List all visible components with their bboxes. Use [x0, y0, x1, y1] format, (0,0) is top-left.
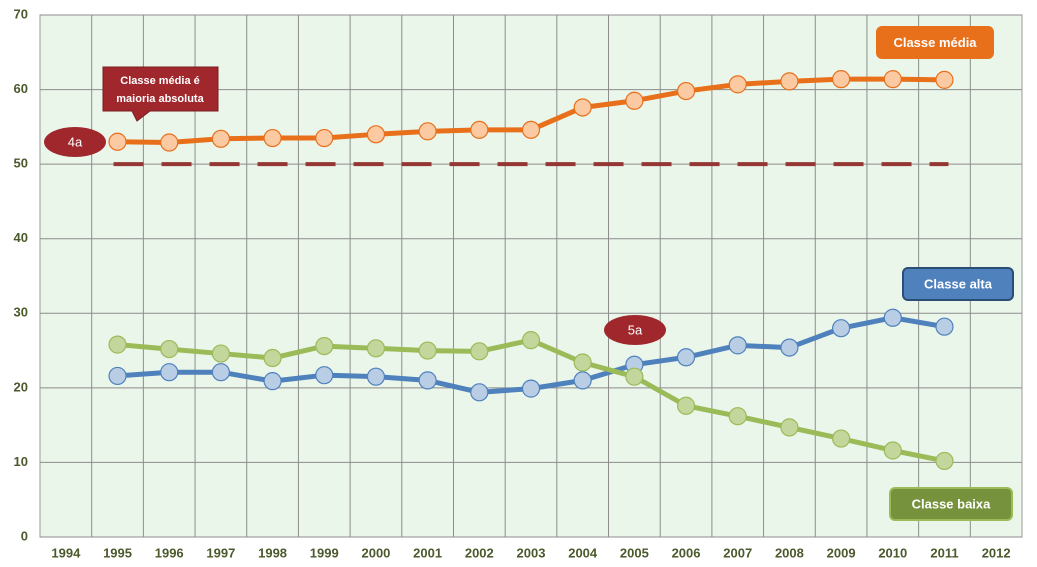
data-point — [470, 383, 489, 402]
data-point — [935, 317, 954, 336]
x-tick-label: 1998 — [258, 545, 287, 560]
data-point — [728, 336, 747, 355]
series-label: Classe alta — [924, 276, 993, 291]
data-point — [470, 342, 489, 361]
data-point — [521, 120, 541, 139]
data-point — [315, 366, 334, 385]
y-tick-label: 60 — [14, 81, 28, 96]
series-label: Classe baixa — [912, 496, 992, 511]
series-label-box — [876, 26, 994, 59]
data-point — [211, 129, 230, 148]
x-tick-label: 1995 — [103, 545, 132, 560]
data-point — [573, 98, 592, 117]
data-point — [211, 363, 230, 382]
data-point — [676, 396, 696, 415]
y-tick-label: 0 — [21, 528, 28, 543]
x-tick-label: 2006 — [672, 545, 701, 560]
y-tick-label: 10 — [14, 454, 28, 469]
marker-badge — [604, 315, 666, 345]
data-point — [573, 371, 592, 390]
data-point — [108, 366, 127, 386]
x-tick-label: 2005 — [620, 545, 649, 560]
data-point — [728, 407, 747, 426]
data-point — [366, 339, 386, 358]
x-tick-label: 2004 — [568, 545, 598, 560]
data-point — [883, 441, 902, 460]
y-tick-label: 30 — [14, 305, 28, 320]
data-point — [160, 363, 179, 382]
data-point — [625, 367, 644, 386]
x-tick-label: 1994 — [51, 545, 81, 560]
data-point — [418, 341, 437, 360]
data-point — [625, 91, 644, 110]
y-tick-label: 40 — [14, 230, 28, 245]
y-tick-label: 50 — [14, 156, 28, 171]
y-tick-label: 20 — [14, 379, 28, 394]
callout-text: maioria absoluta — [116, 93, 204, 105]
data-point — [728, 75, 747, 94]
x-tick-label: 1996 — [155, 545, 184, 560]
data-point — [160, 339, 179, 359]
data-point — [935, 70, 954, 89]
data-point — [211, 344, 230, 363]
series-label: Classe média — [893, 35, 977, 50]
data-point — [832, 70, 851, 89]
data-point — [418, 371, 437, 390]
data-point — [676, 348, 696, 367]
x-tick-label: 1999 — [310, 545, 339, 560]
data-point — [935, 451, 954, 471]
data-point — [315, 336, 334, 356]
x-tick-label: 2008 — [775, 545, 804, 560]
data-point — [418, 122, 437, 141]
x-tick-label: 1997 — [206, 545, 235, 560]
x-tick-label: 2003 — [517, 545, 546, 560]
x-tick-label: 2009 — [827, 545, 856, 560]
x-tick-label: 2012 — [982, 545, 1011, 560]
x-tick-label: 2000 — [361, 545, 390, 560]
data-point — [108, 132, 127, 151]
data-point — [160, 133, 179, 152]
data-point — [521, 331, 541, 350]
data-point — [108, 335, 127, 354]
data-point — [263, 372, 282, 391]
data-point — [883, 308, 902, 327]
callout-text: Classe média é — [120, 75, 200, 87]
data-point — [780, 418, 799, 437]
x-tick-label: 2002 — [465, 545, 494, 560]
series-label-box — [902, 267, 1014, 301]
x-tick-label: 2001 — [413, 545, 442, 560]
data-point — [470, 120, 489, 139]
data-point — [263, 348, 282, 368]
data-point — [832, 319, 851, 338]
data-point — [832, 429, 851, 448]
marker-badge — [44, 127, 106, 157]
data-point — [573, 353, 592, 372]
x-tick-label: 2011 — [930, 545, 958, 560]
marker-badge-text: 5a — [628, 322, 643, 337]
data-point — [780, 338, 799, 357]
data-point — [521, 379, 541, 398]
data-point — [366, 367, 386, 386]
y-tick-label: 70 — [14, 6, 28, 21]
data-point — [263, 128, 282, 148]
data-point — [676, 81, 696, 101]
data-point — [315, 128, 334, 148]
callout — [102, 66, 219, 122]
x-tick-label: 2007 — [723, 545, 752, 560]
data-point — [366, 125, 386, 144]
x-tick-label: 2010 — [878, 545, 907, 560]
series-label-box — [889, 487, 1013, 521]
data-point — [883, 70, 902, 89]
marker-badge-text: 4a — [68, 134, 83, 149]
data-point — [780, 72, 799, 91]
